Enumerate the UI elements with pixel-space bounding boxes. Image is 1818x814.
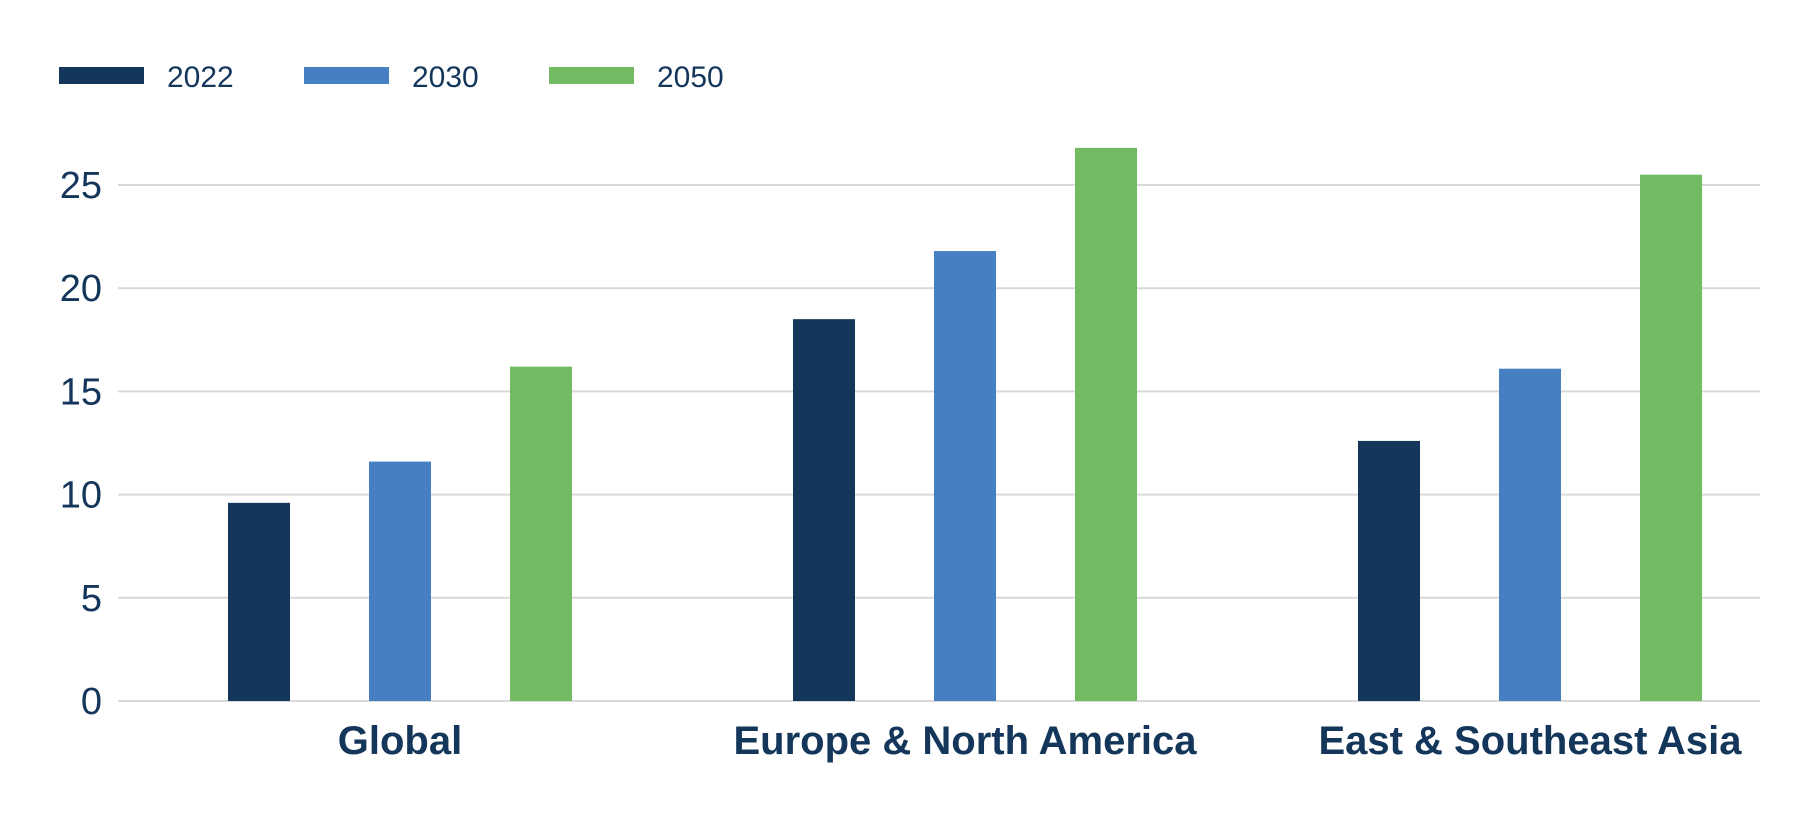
legend-label-2050: 2050 (657, 61, 724, 94)
bar-global-2030 (369, 461, 431, 701)
legend-item-2050: 2050 (549, 61, 724, 94)
legend: 2022 2030 2050 (59, 61, 724, 94)
y-tick-label-0: 0 (81, 681, 102, 723)
bar-europe-north-america-2050 (1075, 147, 1137, 701)
y-tick-label-5: 5 (81, 578, 102, 620)
legend-item-2030: 2030 (304, 61, 479, 94)
bar-europe-north-america-2022 (793, 319, 855, 701)
bar-east-southeast-asia-2022 (1358, 440, 1420, 701)
y-axis: 0 5 10 15 20 25 (60, 165, 102, 723)
x-category-label-east-southeast-asia: East & Southeast Asia (1318, 719, 1742, 763)
y-tick-label-15: 15 (60, 371, 102, 413)
bars (228, 147, 1702, 701)
bar-global-2050 (510, 366, 572, 701)
legend-item-2022: 2022 (59, 61, 234, 94)
x-category-label-global: Global (338, 719, 462, 763)
legend-swatch-2022 (59, 67, 144, 84)
legend-label-2022: 2022 (167, 61, 234, 94)
legend-swatch-2030 (304, 67, 389, 84)
bar-global-2022 (228, 502, 290, 701)
legend-label-2030: 2030 (412, 61, 479, 94)
y-tick-label-25: 25 (60, 165, 102, 207)
bar-east-southeast-asia-2050 (1640, 174, 1702, 701)
y-tick-label-20: 20 (60, 268, 102, 310)
x-axis: Global Europe & North America East & South… (338, 719, 1743, 763)
legend-swatch-2050 (549, 67, 634, 84)
bar-east-southeast-asia-2030 (1499, 368, 1561, 701)
bar-europe-north-america-2030 (934, 251, 996, 701)
x-category-label-europe-north-america: Europe & North America (733, 719, 1197, 763)
y-tick-label-10: 10 (60, 475, 102, 517)
